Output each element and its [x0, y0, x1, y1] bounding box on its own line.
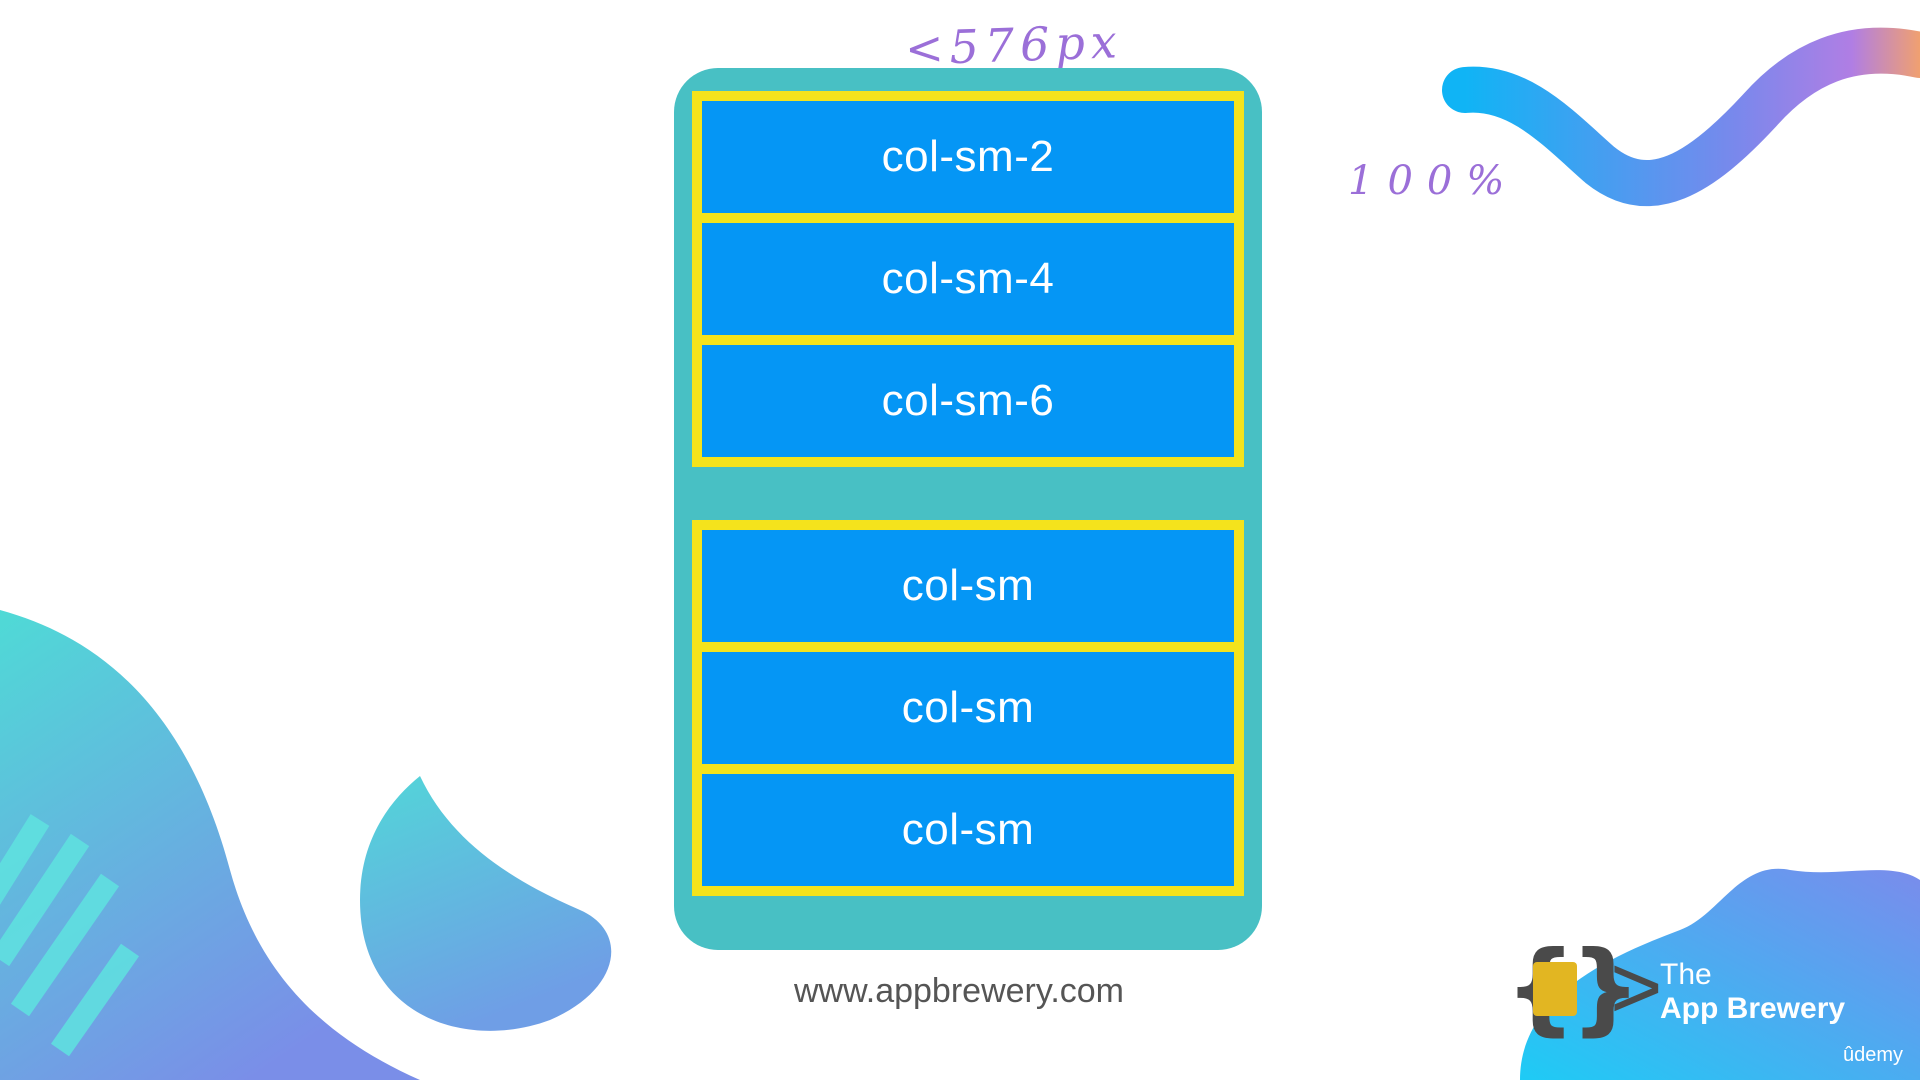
top-right-wave: [1442, 27, 1920, 206]
chevron-right-icon: >: [1610, 938, 1663, 1038]
droplet-blob: [360, 776, 612, 1031]
beer-cup-icon: [1533, 962, 1577, 1016]
width-annotation: <576px: [904, 14, 1124, 76]
row-group-first: col-sm-2 col-sm-4 col-sm-6: [692, 91, 1244, 467]
website-url: www.appbrewery.com: [793, 972, 1125, 1010]
brand-logo: { } > The App Brewery: [1505, 929, 1865, 1046]
brand-line-the: The: [1660, 958, 1712, 991]
column-box: col-sm-6: [702, 345, 1234, 457]
left-blob: [0, 610, 420, 1080]
column-box: col-sm: [702, 530, 1234, 642]
right-brace-icon: }: [1570, 929, 1642, 1046]
row-group-second: col-sm col-sm col-sm: [692, 520, 1244, 896]
bottom-right-blob: [1520, 868, 1920, 1080]
brand-name: App Brewery: [1660, 992, 1846, 1025]
column-box: col-sm-2: [702, 101, 1234, 213]
stripe-pattern: [0, 814, 140, 1057]
column-box: col-sm: [702, 652, 1234, 764]
percent-annotation: 100%: [1348, 158, 1519, 204]
udemy-watermark: ûdemy: [1843, 1044, 1904, 1066]
column-box: col-sm: [702, 774, 1234, 886]
column-box: col-sm-4: [702, 223, 1234, 335]
phone-frame: col-sm-2 col-sm-4 col-sm-6 col-sm col-sm…: [674, 68, 1262, 950]
